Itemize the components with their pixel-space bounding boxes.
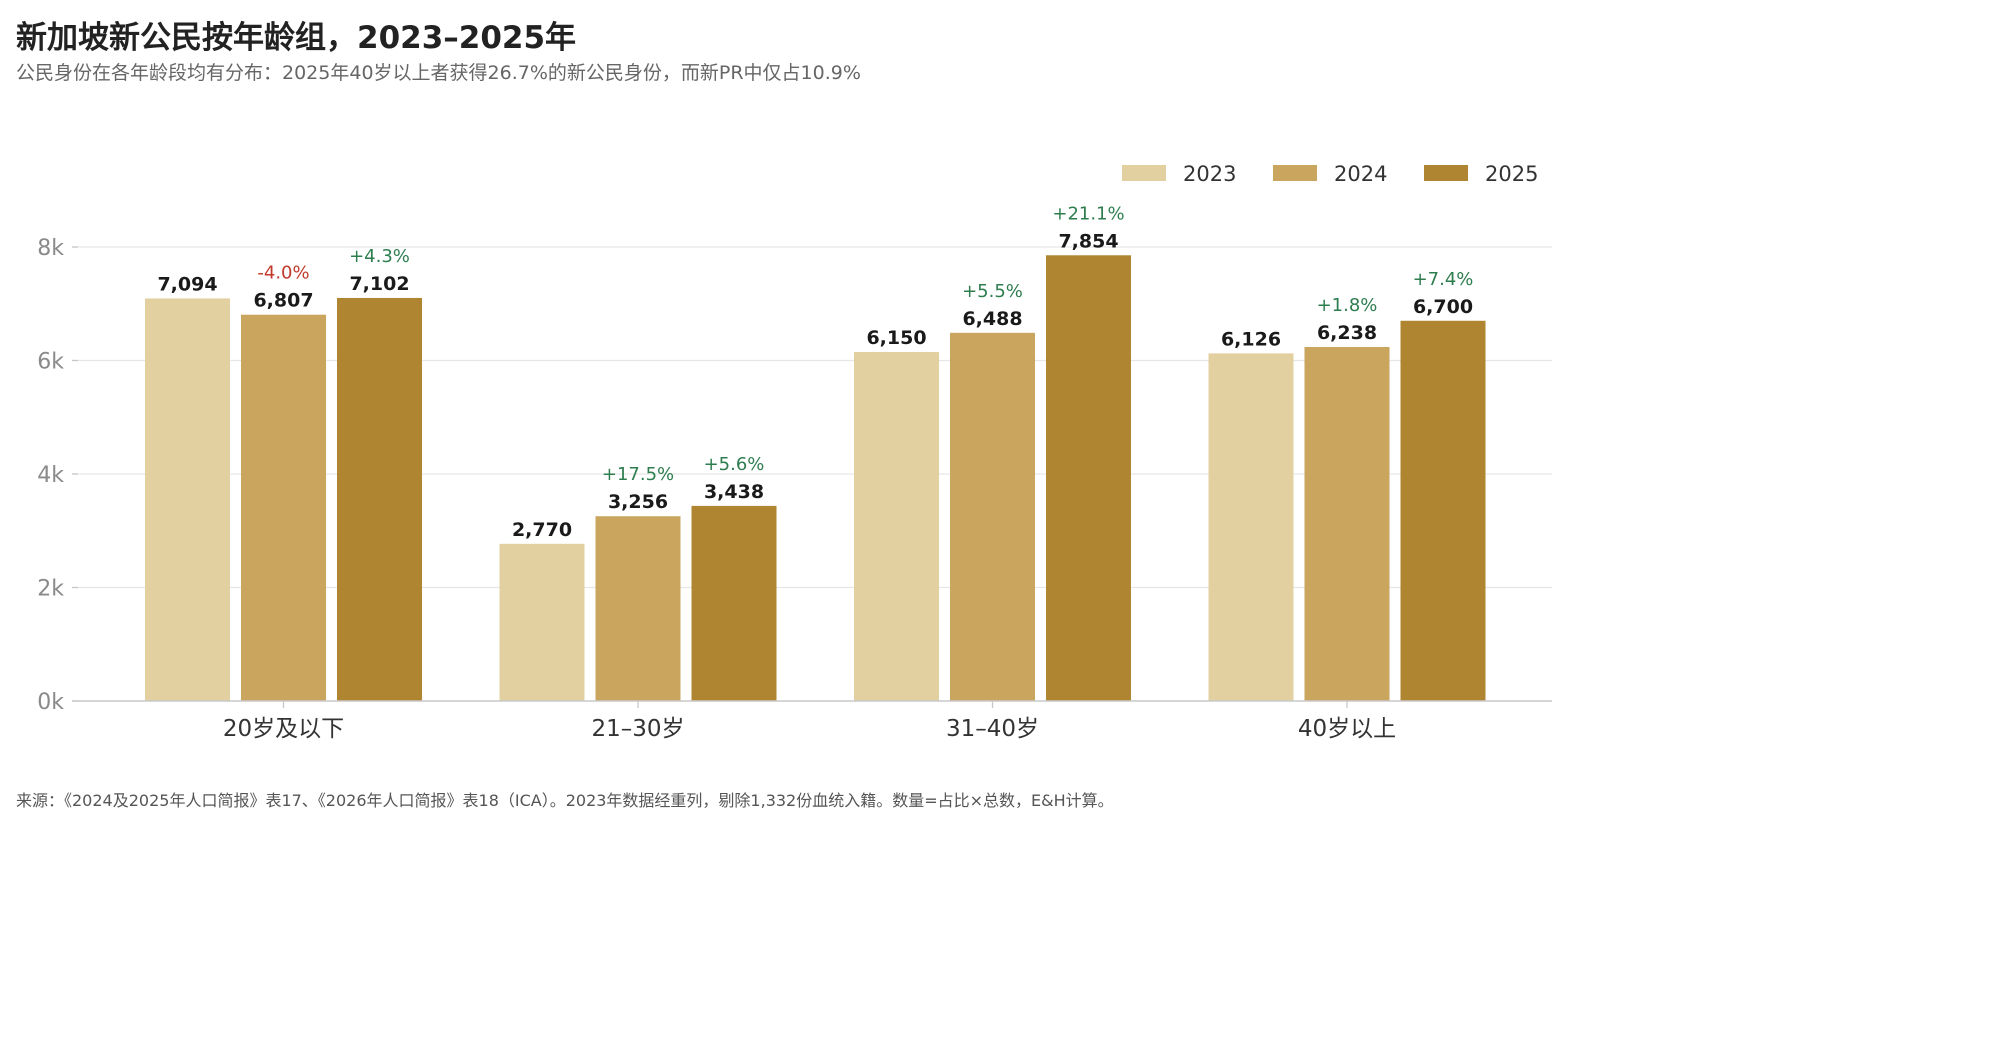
bar-2025 (1046, 255, 1131, 701)
bar-2024 (595, 516, 681, 701)
bar-2024 (241, 314, 326, 701)
bar-2023 (499, 543, 585, 701)
legend-label: 2023 (1183, 162, 1236, 186)
value-label: 7,854 (1058, 230, 1118, 252)
legend-swatch-2024 (1273, 165, 1317, 181)
change-label: +5.6% (704, 454, 765, 475)
legend-label: 2025 (1485, 162, 1538, 186)
bar-2025 (691, 505, 777, 701)
x-tick-label: 40岁以上 (1298, 716, 1396, 742)
value-label: 6,700 (1413, 296, 1473, 318)
change-label: +4.3% (349, 246, 410, 267)
change-label: +1.8% (1317, 295, 1378, 316)
bar-2023 (145, 298, 230, 701)
source-note: 来源：《2024及2025年人口简报》表17、《2026年人口简报》表18（IC… (16, 791, 1114, 810)
change-label: +21.1% (1052, 203, 1124, 224)
chart-subtitle: 公民身份在各年龄段均有分布：2025年40岁以上者获得26.7%的新公民身份，而… (16, 62, 861, 84)
y-tick-label: 0k (37, 690, 64, 715)
value-label: 6,238 (1317, 322, 1377, 344)
value-label: 6,807 (253, 290, 313, 312)
value-label: 3,438 (704, 481, 764, 503)
legend-swatch-2025 (1424, 165, 1468, 181)
value-label: 6,126 (1221, 328, 1281, 350)
y-tick-label: 6k (37, 350, 64, 375)
x-tick-label: 20岁及以下 (223, 716, 344, 742)
change-label: -4.0% (257, 263, 309, 284)
bar-2024 (1304, 346, 1390, 701)
value-label: 7,094 (157, 273, 217, 295)
legend-label: 2024 (1334, 162, 1387, 186)
chart-title: 新加坡新公民按年龄组，2023–2025年 (16, 20, 577, 56)
y-tick-label: 2k (37, 577, 64, 602)
x-tick-label: 21–30岁 (591, 716, 684, 742)
y-tick-label: 8k (37, 236, 64, 261)
value-label: 3,256 (608, 491, 668, 513)
legend-swatch-2023 (1122, 165, 1166, 181)
bar-2023 (1208, 353, 1294, 701)
bar-2025 (337, 297, 422, 701)
change-label: +17.5% (602, 464, 674, 485)
value-label: 2,770 (512, 519, 572, 541)
bar-2025 (1400, 320, 1486, 701)
bar-2023 (854, 351, 939, 701)
bar-chart: 7,094 6,807 -4.0% 7,102 +4.3% 2,770 3,256 +17.5… (37, 162, 1552, 742)
bar-2024 (950, 332, 1035, 701)
value-label: 6,150 (866, 327, 926, 349)
change-label: +7.4% (1413, 269, 1474, 290)
change-label: +5.5% (962, 281, 1023, 302)
value-label: 7,102 (349, 273, 409, 295)
y-tick-label: 4k (37, 463, 64, 488)
value-label: 6,488 (962, 308, 1022, 330)
x-tick-label: 31–40岁 (946, 716, 1039, 742)
